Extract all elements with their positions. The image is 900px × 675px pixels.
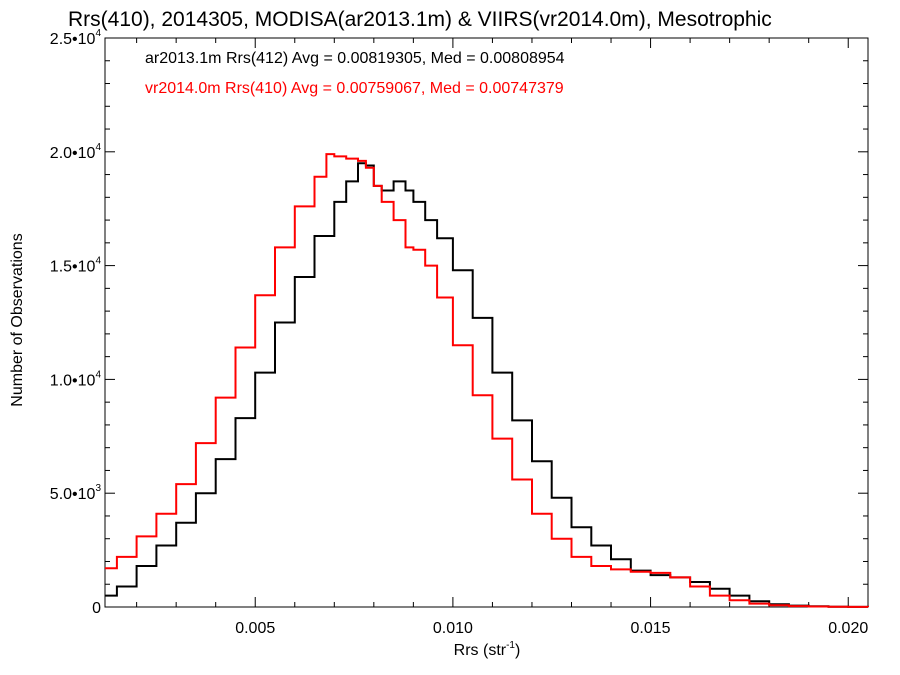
x-tick-label-1: 0.010	[433, 620, 473, 637]
plot-frame	[104, 37, 869, 608]
series-line-ar2013	[105, 162, 869, 608]
x-axis-label-main: Rrs (str	[454, 642, 507, 659]
y-tick-label-3: 1.5•104	[50, 256, 102, 276]
x-tick-label-2: 0.015	[631, 620, 671, 637]
y-tick-label-5: 2.5•104	[50, 28, 102, 48]
chart-title: Rrs(410), 2014305, MODISA(ar2013.1m) & V…	[68, 8, 772, 31]
y-tick-label-2: 1.0•104	[50, 369, 102, 389]
y-tick-label-0: 0	[92, 600, 101, 617]
x-tick-label-3: 0.020	[828, 620, 868, 637]
y-axis: 0 5.0•103 1.0•104 1.5•104 2.0•104 2.5•104	[50, 28, 868, 617]
y-tick-label-1: 5.0•103	[50, 483, 102, 503]
x-tick-label-0: 0.005	[235, 620, 275, 637]
series-layer	[105, 153, 869, 608]
x-axis-label-end: )	[515, 642, 520, 659]
y-axis-label: Number of Observations	[9, 233, 26, 406]
x-axis-label-sup: -1	[506, 640, 515, 651]
x-axis: 0.005 0.010 0.015 0.020	[136, 38, 868, 637]
y-tick-label-4: 2.0•104	[50, 142, 102, 162]
legend-entry-vr2014: vr2014.0m Rrs(410) Avg = 0.00759067, Med…	[145, 80, 564, 97]
legend-entry-ar2013: ar2013.1m Rrs(412) Avg = 0.00819305, Med…	[145, 50, 565, 67]
x-axis-label: Rrs (str-1)	[454, 640, 521, 659]
series-line-vr2014	[105, 153, 869, 608]
